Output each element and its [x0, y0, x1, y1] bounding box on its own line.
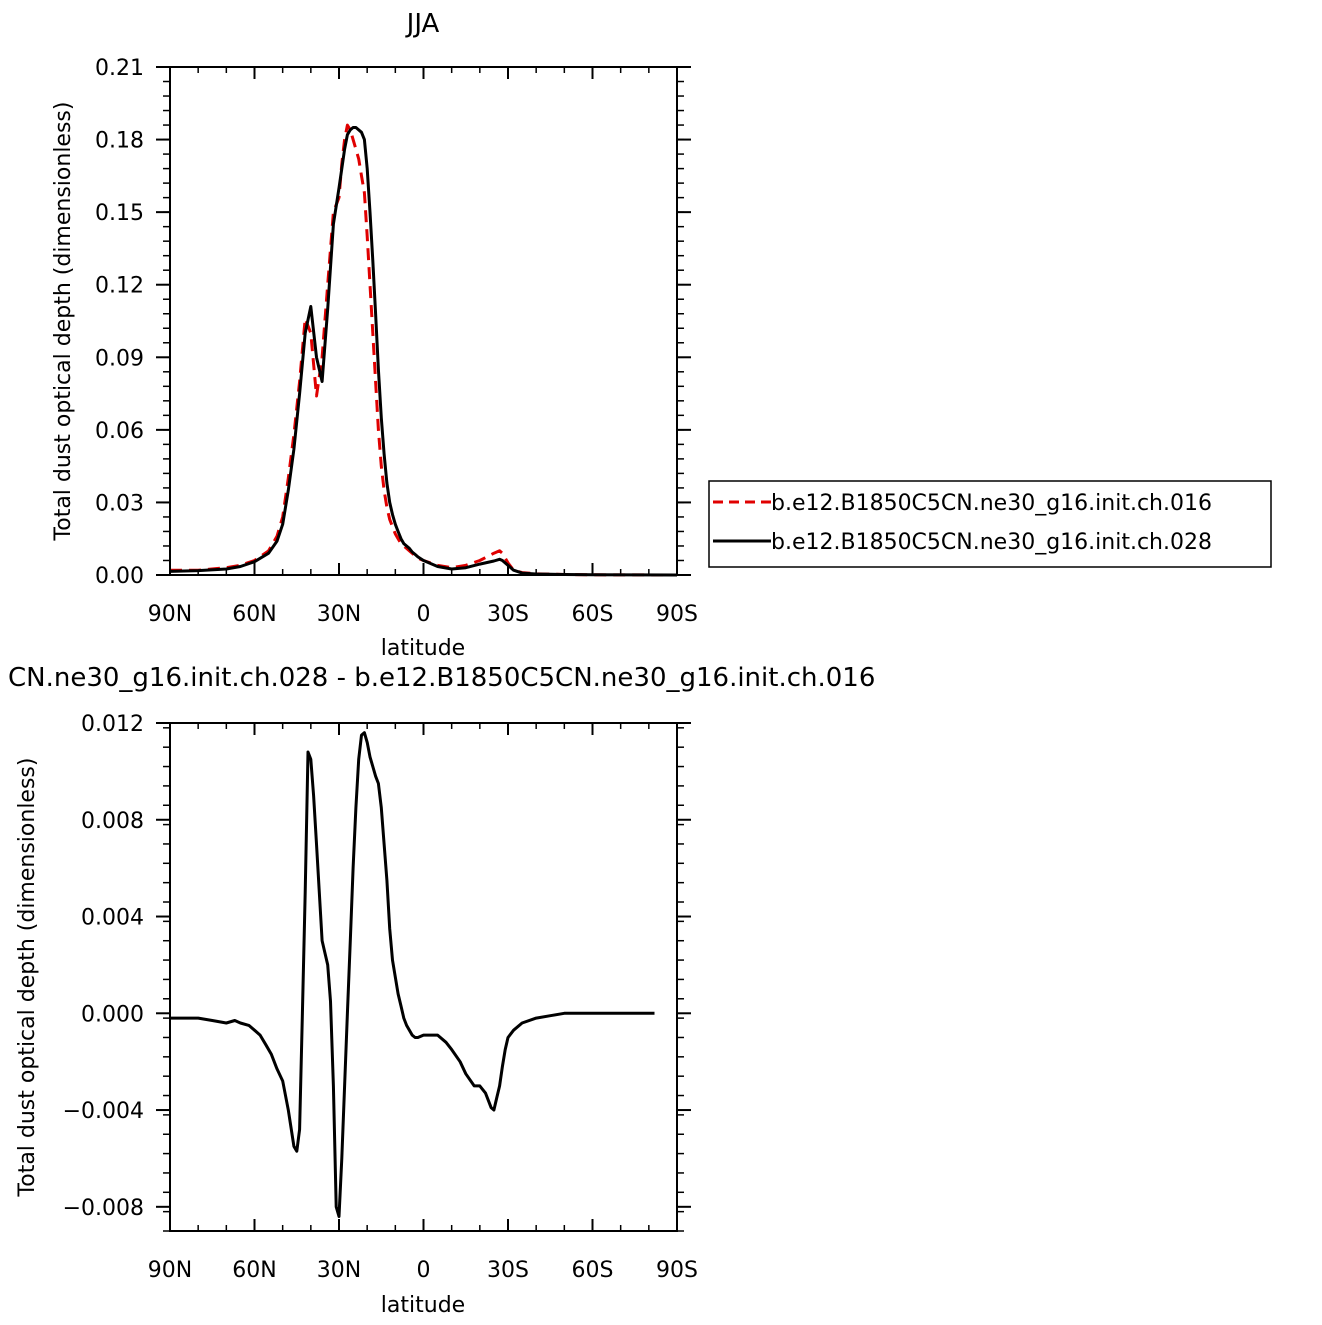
top-ytick-label: 0.06 [95, 419, 144, 444]
bottom-xtick-label: 90S [656, 1258, 698, 1283]
legend-label-028: b.e12.B1850C5CN.ne30_g16.init.ch.028 [771, 530, 1212, 555]
bottom-y-axis-label: Total dust optical depth (dimensionless) [15, 758, 40, 1198]
top-plot-frame [169, 66, 678, 576]
top-ytick-label: 0.09 [95, 346, 144, 371]
top-ytick-label: 0.00 [95, 564, 144, 589]
bottom-xtick-label: 30N [317, 1258, 361, 1283]
top-ytick-label: 0.15 [95, 201, 144, 226]
legend: b.e12.B1850C5CN.ne30_g16.init.ch.016 b.e… [708, 480, 1272, 568]
top-xtick-label: 0 [417, 602, 431, 627]
bottom-ytick-label: 0.004 [81, 906, 144, 931]
bottom-ytick-label: −0.004 [63, 1099, 144, 1124]
bottom-xtick-label: 60S [572, 1258, 614, 1283]
top-xtick-label: 30S [487, 602, 529, 627]
bottom-xtick-label: 90N [148, 1258, 192, 1283]
top-series-line-1 [169, 126, 678, 577]
top-ytick-label: 0.21 [95, 56, 144, 81]
top-x-axis-label: latitude [381, 636, 465, 661]
bottom-xtick-label: 0 [417, 1258, 431, 1283]
top-panel-title: JJA [405, 9, 440, 39]
bottom-panel: CN.ne30_g16.init.ch.028 - b.e12.B1850C5C… [8, 663, 875, 1318]
top-ytick-label: 0.12 [95, 274, 144, 299]
top-xtick-label: 90N [148, 602, 192, 627]
top-axis-ticks: 90N 60N 30N 0 30S 60S 90S 0.00 0.03 0.06 0.09 0.12 0… [95, 56, 698, 627]
legend-box [708, 480, 1272, 568]
bottom-xtick-label: 60N [232, 1258, 276, 1283]
bottom-xtick-label: 30S [487, 1258, 529, 1283]
bottom-panel-title: CN.ne30_g16.init.ch.028 - b.e12.B1850C5C… [8, 663, 875, 693]
top-xtick-label: 90S [656, 602, 698, 627]
legend-label-016: b.e12.B1850C5CN.ne30_g16.init.ch.016 [771, 491, 1212, 516]
bottom-ytick-label: 0.008 [81, 809, 144, 834]
top-xtick-label: 30N [317, 602, 361, 627]
bottom-ytick-label: −0.008 [63, 1196, 144, 1221]
bottom-ytick-label: 0.000 [81, 1002, 144, 1027]
bottom-plot-frame [169, 722, 678, 1232]
top-series-line-0 [170, 123, 678, 577]
bottom-x-axis-label: latitude [381, 1293, 465, 1318]
top-xtick-label: 60S [572, 602, 614, 627]
top-series-group [169, 123, 678, 577]
bottom-series-group [170, 731, 655, 1218]
top-panel: JJA 90N 60N 30N 0 30S 60S 90S 0.00 0.03 0.06 0.09 0… [51, 9, 698, 661]
top-y-axis-label: Total dust optical depth (dimensionless) [51, 102, 76, 542]
bottom-ytick-label: 0.012 [81, 712, 144, 737]
top-ytick-label: 0.18 [95, 129, 144, 154]
top-ytick-label: 0.03 [95, 491, 144, 516]
top-xtick-label: 60N [232, 602, 276, 627]
bottom-series-line-0 [170, 731, 655, 1218]
